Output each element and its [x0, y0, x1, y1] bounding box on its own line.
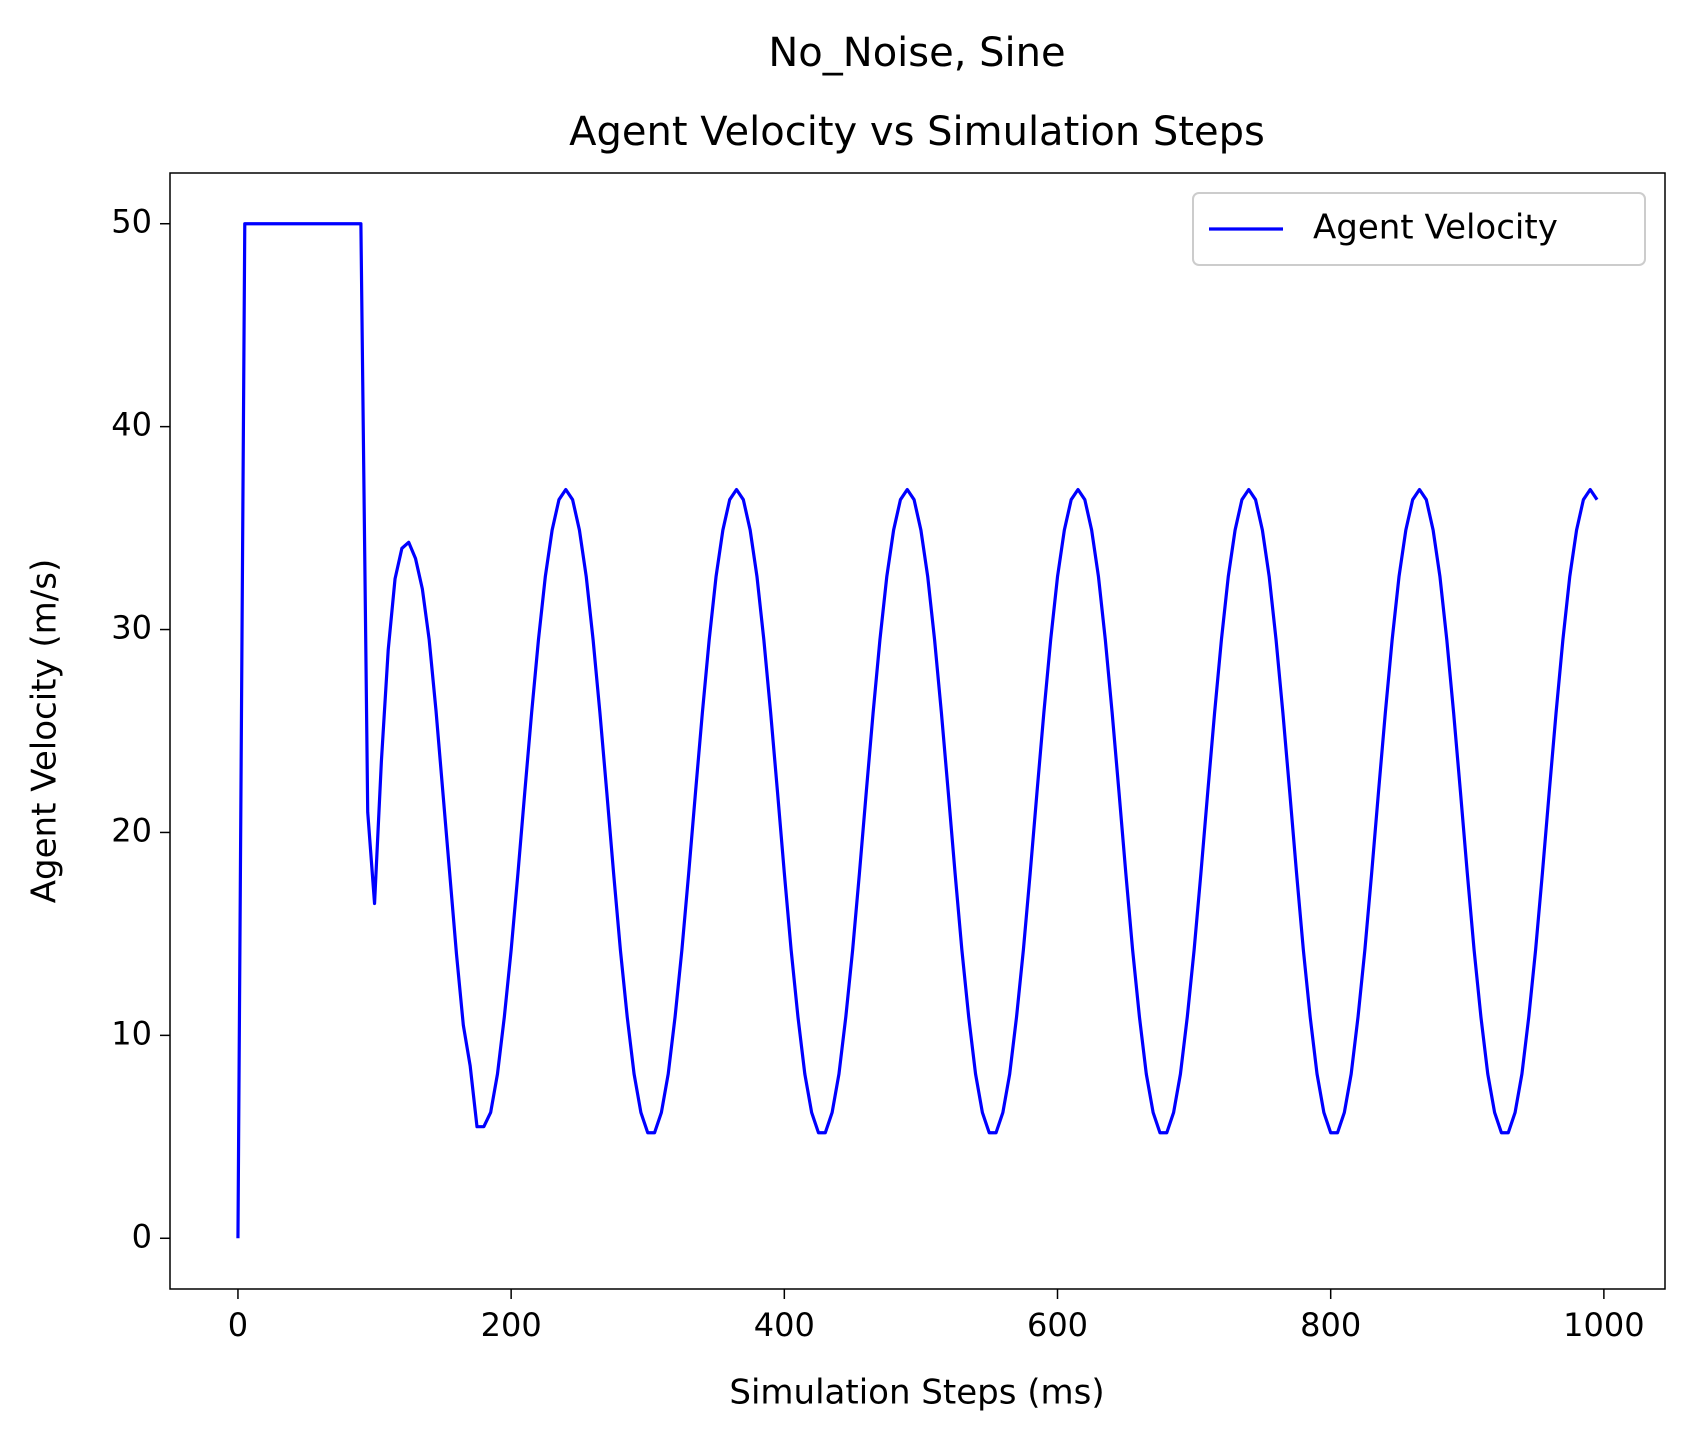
y-tick-label: 30 [111, 609, 152, 647]
plot-frame [169, 172, 1666, 1290]
legend-box [1192, 192, 1646, 266]
x-tick-label: 0 [228, 1306, 248, 1344]
y-tick-label: 10 [111, 1014, 152, 1052]
x-tick-label: 200 [481, 1306, 542, 1344]
x-tick-label: 600 [1027, 1306, 1088, 1344]
x-tick-label: 1000 [1563, 1306, 1644, 1344]
data-line [236, 222, 1599, 1239]
y-tick-label: 40 [111, 406, 152, 444]
suptitle: No_Noise, Sine [768, 30, 1065, 76]
x-tick-label: 400 [754, 1306, 815, 1344]
y-tick-label: 0 [132, 1217, 152, 1255]
legend-label: Agent Velocity [1313, 208, 1558, 248]
y-tick-label: 50 [111, 203, 152, 241]
y-tick-label: 20 [111, 811, 152, 849]
x-tick-label: 800 [1300, 1306, 1361, 1344]
y-axis-label: Agent Velocity (m/s) [25, 559, 65, 903]
chart-title: Agent Velocity vs Simulation Steps [569, 109, 1265, 155]
x-axis-label: Simulation Steps (ms) [729, 1373, 1104, 1413]
